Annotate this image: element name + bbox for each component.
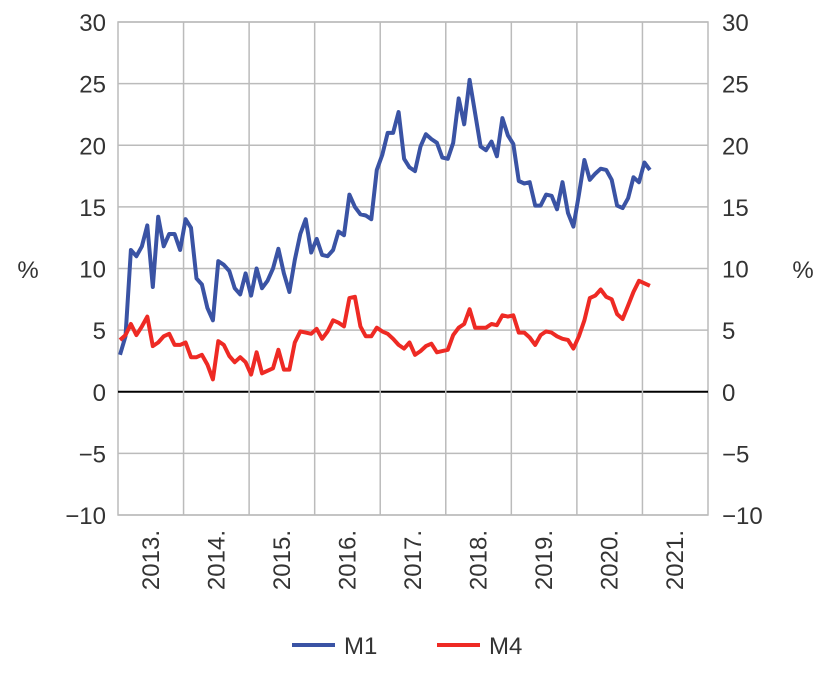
x-tick-label: 2019. (531, 530, 558, 590)
y-tick-label-left: −10 (65, 503, 106, 530)
y-tick-label-left: 15 (79, 195, 106, 222)
x-tick-label: 2016. (334, 530, 361, 590)
y-tick-label-right: 10 (722, 257, 749, 284)
x-tick-label: 2014. (203, 530, 230, 590)
y-axis-label-left: % (17, 257, 38, 284)
y-tick-label-right: −5 (722, 441, 749, 468)
x-tick-label: 2013. (138, 530, 165, 590)
y-tick-label-right: 5 (722, 318, 735, 345)
y-tick-label-right: 0 (722, 380, 735, 407)
y-axis-label-right: % (792, 257, 813, 284)
y-tick-label-left: 25 (79, 72, 106, 99)
y-tick-label-right: 20 (722, 133, 749, 160)
y-tick-label-left: 20 (79, 133, 106, 160)
legend-label-m4: M4 (489, 633, 522, 660)
y-tick-label-left: −5 (79, 441, 106, 468)
y-tick-label-right: 15 (722, 195, 749, 222)
x-tick-label: 2020. (597, 530, 624, 590)
series-line-m4 (118, 278, 651, 382)
x-tick-label: 2017. (400, 530, 427, 590)
y-tick-label-left: 10 (79, 257, 106, 284)
y-tick-label-right: −10 (722, 503, 763, 530)
y-tick-label-right: 25 (722, 72, 749, 99)
legend-label-m1: M1 (344, 633, 377, 660)
series-line-m1 (118, 77, 652, 356)
x-tick-label: 2015. (269, 530, 296, 590)
y-tick-label-right: 30 (722, 10, 749, 37)
x-tick-label: 2018. (466, 530, 493, 590)
y-tick-label-left: 30 (79, 10, 106, 37)
y-tick-label-left: 0 (93, 380, 106, 407)
legend: M1 M4 (292, 633, 522, 660)
y-tick-label-left: 5 (93, 318, 106, 345)
x-tick-label: 2021. (662, 530, 689, 590)
